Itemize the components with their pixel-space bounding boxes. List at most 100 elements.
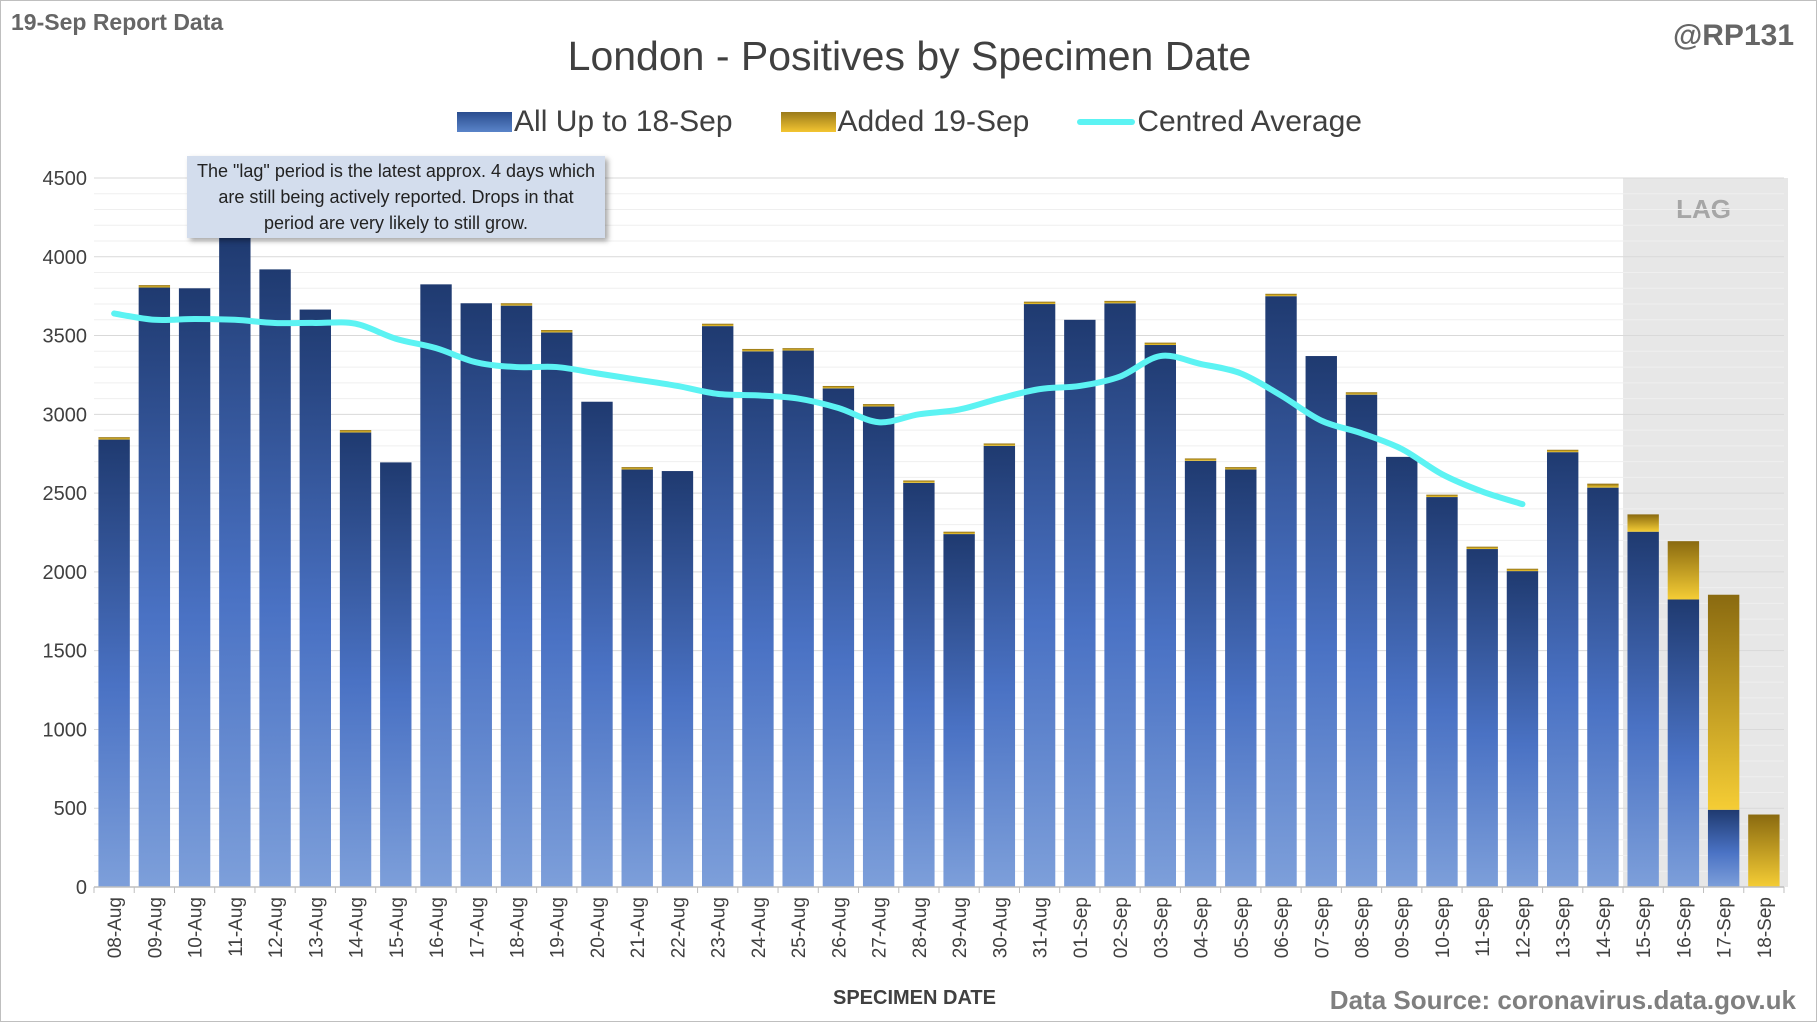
x-tick-label: 10-Sep: [1433, 897, 1454, 958]
legend-swatch-line: [1077, 119, 1136, 125]
bar-added-18-Aug: [500, 303, 533, 306]
bar-all-08-Aug: [98, 439, 130, 887]
bar-all-09-Sep: [1386, 456, 1418, 887]
x-tick-label: 05-Sep: [1232, 897, 1253, 958]
bar-all-28-Aug: [903, 482, 935, 887]
x-tick-label: 26-Aug: [829, 897, 850, 958]
bar-added-31-Aug: [1023, 301, 1056, 305]
bar-added-09-Aug: [138, 285, 171, 288]
legend-item-average: Centred Average: [1077, 105, 1362, 139]
bar-all-07-Sep: [1305, 356, 1337, 887]
bar-all-16-Sep: [1667, 599, 1700, 887]
bar-all-03-Sep: [1144, 345, 1177, 887]
x-tick-label: 06-Sep: [1272, 897, 1293, 958]
lag-label: LAG: [1676, 194, 1731, 224]
y-tick-label: 3000: [43, 404, 88, 426]
bar-added-15-Sep: [1627, 514, 1659, 532]
bar-all-31-Aug: [1023, 304, 1056, 887]
x-tick-label: 14-Aug: [347, 897, 368, 958]
x-axis-title: SPECIMEN DATE: [833, 987, 996, 1009]
bar-all-12-Sep: [1506, 571, 1539, 887]
x-tick-label: 17-Sep: [1715, 897, 1736, 958]
y-tick-label: 1500: [43, 641, 88, 663]
bar-all-04-Sep: [1184, 460, 1217, 887]
x-tick-label: 04-Sep: [1192, 897, 1213, 958]
bar-all-10-Sep: [1426, 497, 1458, 887]
legend-label-added: Added 19-Sep: [837, 105, 1030, 138]
bar-all-06-Sep: [1265, 296, 1297, 888]
legend-item-added: Added 19-Sep: [780, 105, 1030, 139]
x-tick-label: 19-Aug: [548, 897, 569, 958]
bar-all-19-Aug: [541, 332, 573, 888]
bar-added-08-Sep: [1345, 392, 1378, 395]
chart-title: London - Positives by Specimen Date: [567, 33, 1252, 79]
x-tick-label: 24-Aug: [749, 897, 770, 958]
bar-all-21-Aug: [621, 469, 653, 887]
x-tick-label: 08-Sep: [1353, 897, 1374, 958]
x-tick-label: 18-Aug: [508, 897, 529, 958]
x-tick-label: 16-Aug: [427, 897, 448, 958]
y-tick-label: 2000: [43, 562, 88, 584]
bar-added-05-Sep: [1225, 467, 1257, 470]
y-tick-label: 4000: [43, 247, 88, 269]
bar-all-13-Sep: [1546, 452, 1579, 887]
x-tick-label: 08-Aug: [105, 897, 126, 958]
legend-label-average: Centred Average: [1137, 105, 1362, 138]
x-tick-label: 18-Sep: [1755, 897, 1776, 958]
bar-added-27-Aug: [862, 404, 895, 407]
bar-all-17-Aug: [460, 303, 492, 887]
bar-added-02-Sep: [1104, 300, 1136, 304]
chart-legend: All Up to 18-Sep Added 19-Sep Centred Av…: [1, 105, 1817, 139]
centred-average-line: [111, 310, 1526, 508]
bar-all-09-Aug: [138, 287, 171, 887]
bar-added-16-Sep: [1667, 541, 1700, 600]
bar-all-13-Aug: [299, 309, 332, 887]
x-tick-label: 22-Aug: [668, 897, 689, 958]
bar-all-01-Sep: [1064, 319, 1096, 887]
x-tick-label: 17-Aug: [467, 897, 488, 958]
bar-added-10-Sep: [1426, 494, 1458, 498]
bar-added-11-Sep: [1466, 546, 1498, 550]
x-tick-label: 21-Aug: [628, 897, 649, 958]
bar-added-14-Sep: [1587, 483, 1619, 488]
bar-all-14-Aug: [339, 432, 372, 887]
bar-added-06-Sep: [1265, 293, 1297, 297]
bar-all-14-Sep: [1587, 487, 1619, 887]
legend-swatch-blue: [457, 112, 513, 132]
y-tick-label: 4500: [43, 168, 88, 190]
x-tick-label: 15-Aug: [387, 897, 408, 958]
lag-note: The "lag" period is the latest approx. 4…: [187, 156, 605, 238]
x-tick-label: 13-Sep: [1554, 897, 1575, 958]
x-tick-label: 11-Sep: [1473, 897, 1494, 957]
x-tick-label: 01-Sep: [1071, 897, 1092, 958]
y-tick-label: 500: [54, 798, 87, 820]
bar-all-12-Aug: [259, 269, 291, 888]
bar-all-15-Sep: [1627, 531, 1659, 887]
x-tick-label: 07-Sep: [1312, 897, 1333, 958]
bar-added-13-Sep: [1546, 449, 1579, 453]
x-tick-label: 12-Sep: [1513, 897, 1534, 958]
bar-all-02-Sep: [1104, 303, 1136, 887]
x-tick-label: 12-Aug: [266, 897, 287, 958]
bar-all-24-Aug: [742, 351, 774, 887]
bar-added-24-Aug: [742, 348, 774, 352]
bar-all-11-Aug: [219, 237, 251, 888]
bar-all-08-Sep: [1345, 394, 1378, 887]
bar-all-30-Aug: [983, 445, 1016, 887]
bar-added-03-Sep: [1144, 342, 1177, 346]
bar-added-19-Aug: [541, 330, 573, 333]
bar-all-16-Aug: [420, 284, 452, 888]
bar-all-27-Aug: [862, 406, 895, 887]
bar-added-30-Aug: [983, 443, 1016, 446]
x-tick-label: 09-Sep: [1393, 897, 1414, 958]
bar-added-12-Sep: [1506, 568, 1539, 572]
legend-item-all: All Up to 18-Sep: [457, 105, 733, 139]
y-tick-label: 3500: [43, 326, 88, 348]
x-tick-label: 25-Aug: [789, 897, 810, 958]
bar-all-23-Aug: [701, 326, 734, 887]
bar-added-26-Aug: [822, 385, 855, 389]
bar-added-21-Aug: [621, 467, 653, 470]
data-source: Data Source: coronavirus.data.gov.uk: [1329, 985, 1796, 1015]
y-tick-label: 1000: [43, 719, 88, 741]
bar-added-08-Aug: [98, 437, 130, 440]
